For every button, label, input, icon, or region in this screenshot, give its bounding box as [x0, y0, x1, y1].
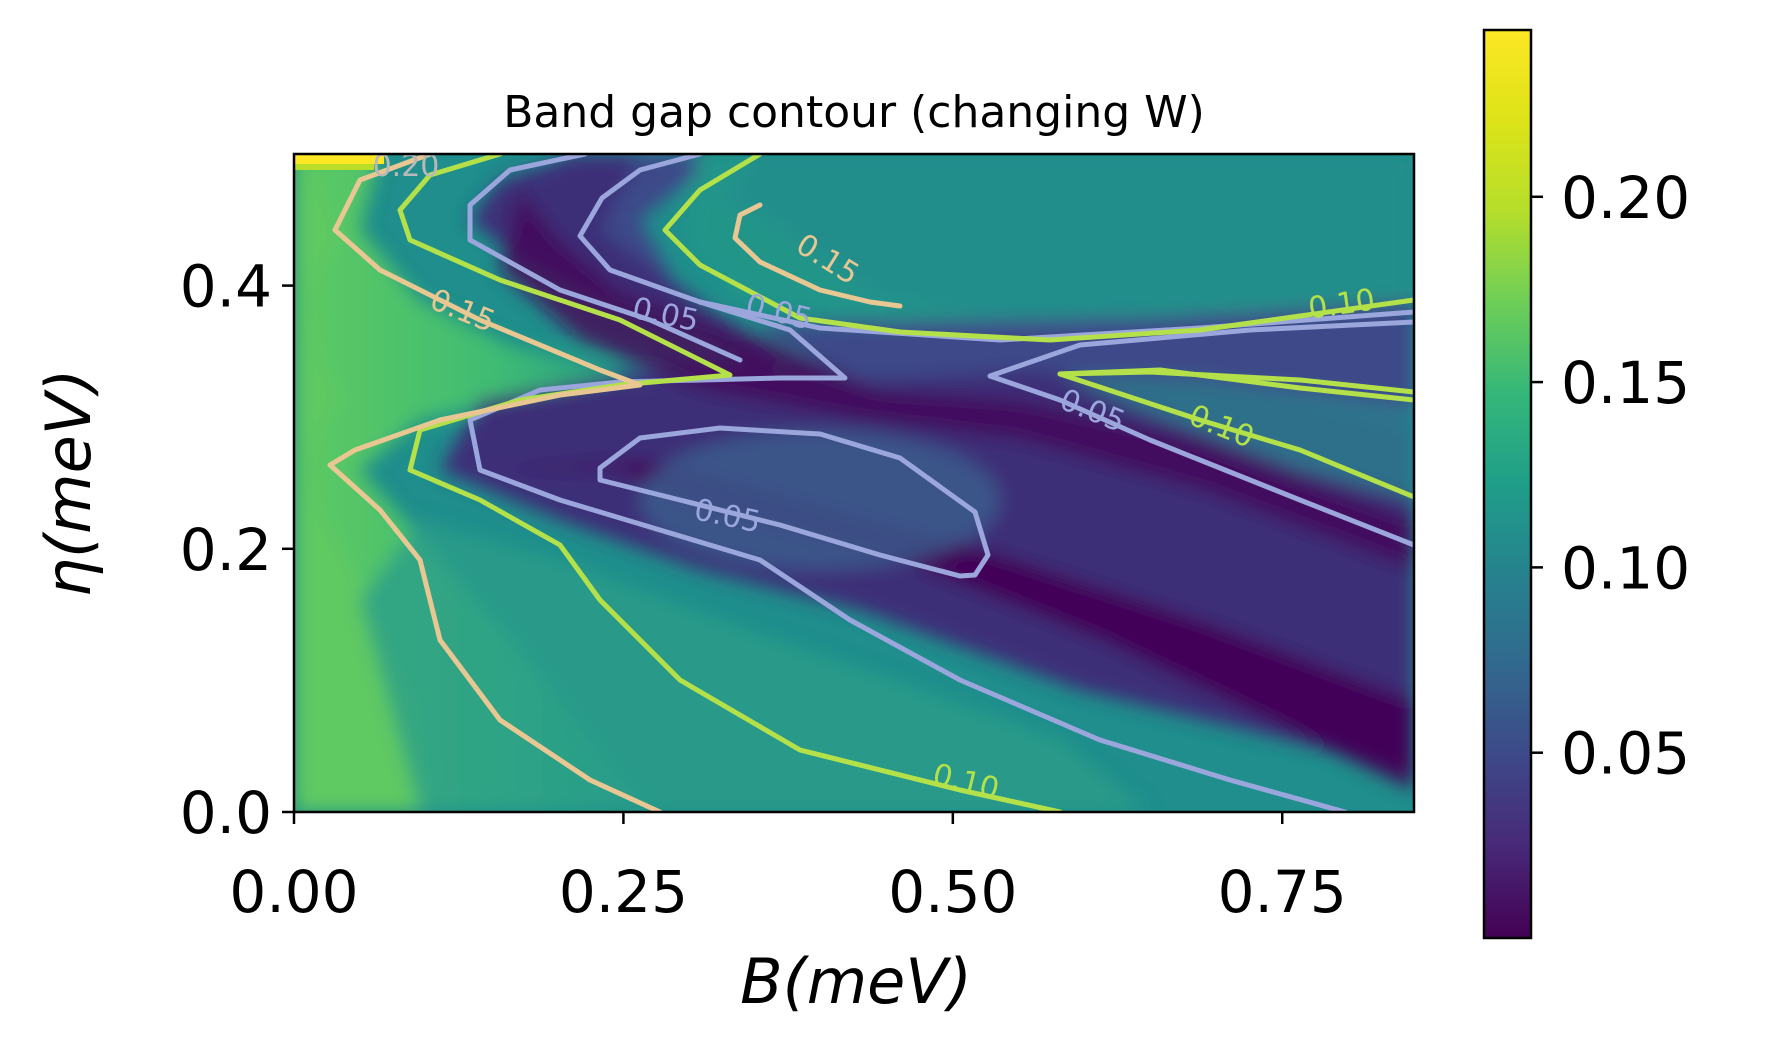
x-tick-label: 0.75 [1218, 858, 1347, 926]
colorbar-tick-label: 0.05 [1561, 720, 1690, 788]
contour-015-loop [732, 202, 903, 309]
colorbar-ticks: 0.05 0.10 0.15 0.20 [1531, 164, 1690, 788]
x-tick-label: 0.50 [888, 858, 1017, 926]
y-tick-label: 0.4 [180, 253, 272, 321]
contour-005-right [987, 319, 1414, 548]
x-tick-label: 0.00 [229, 858, 358, 926]
colorbar [1482, 28, 1533, 940]
colorbar-tick-label: 0.10 [1561, 534, 1690, 602]
contour-010-right-top [1057, 369, 1414, 395]
contour-005-bulb [597, 425, 991, 579]
x-tick-label: 0.25 [559, 858, 688, 926]
contour-005-top-left [467, 154, 743, 363]
contour-005-upper [467, 154, 1348, 812]
chart-title: Band gap contour (changing W) [503, 87, 1205, 138]
y-tick-label: 0.0 [180, 779, 272, 847]
colorbar-tick-label: 0.20 [1561, 164, 1690, 232]
heatmap-field: 0.200.150.15 0.05 0.05 0.100.05 0.100.050.10 [294, 149, 1414, 812]
y-axis-label: η(meV) [32, 369, 105, 598]
plot-frame [292, 152, 1416, 814]
contour-label: 0.20 [373, 149, 440, 184]
colorbar-tick-label: 0.15 [1561, 349, 1690, 417]
x-ticks: 0.00 0.25 0.50 0.75 [229, 812, 1347, 926]
y-ticks: 0.0 0.2 0.4 [180, 253, 294, 847]
y-tick-label: 0.2 [180, 516, 272, 584]
x-axis-label: B(meV) [740, 945, 972, 1018]
contour-lines [327, 154, 1414, 812]
contour-005-right-upper [697, 299, 1414, 343]
contour-015-a [327, 154, 663, 812]
contour-010-b [662, 154, 1414, 343]
